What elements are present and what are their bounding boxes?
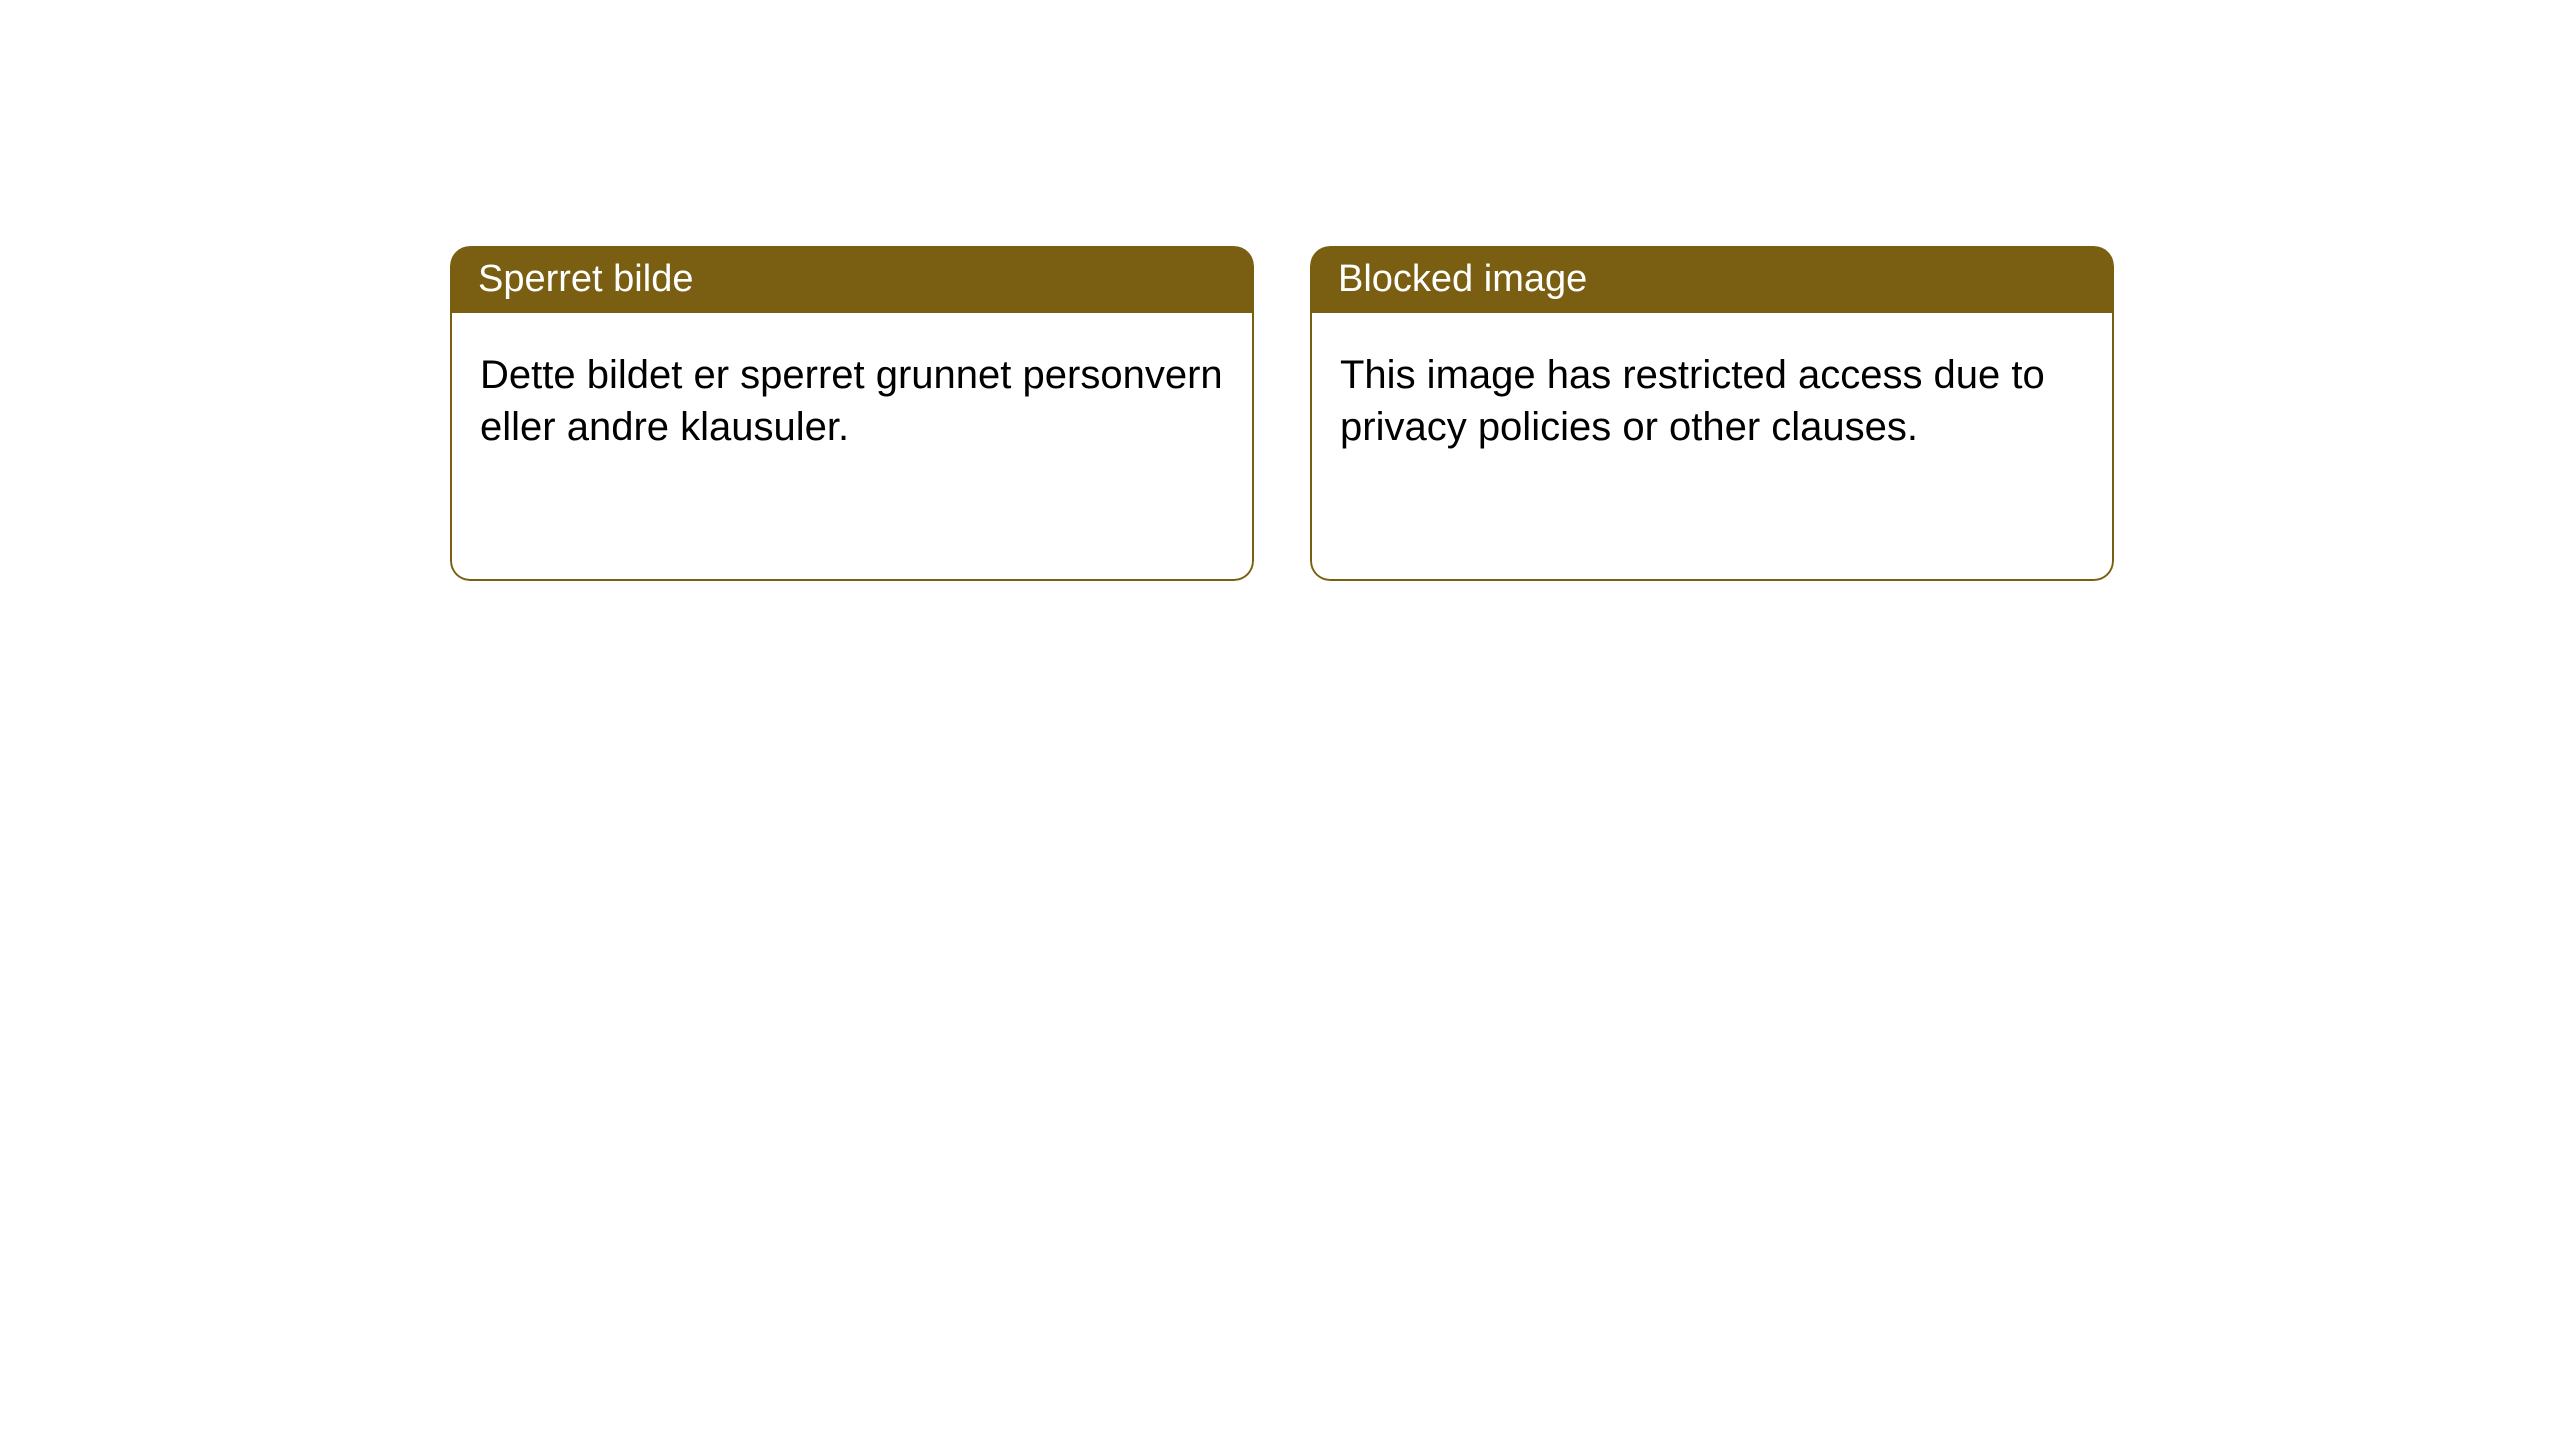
notice-container: Sperret bilde Dette bildet er sperret gr… xyxy=(450,246,2114,581)
card-header-text: Blocked image xyxy=(1338,258,1587,300)
card-body: This image has restricted access due to … xyxy=(1310,313,2114,581)
card-header: Blocked image xyxy=(1310,246,2114,313)
card-body-text: Dette bildet er sperret grunnet personve… xyxy=(480,353,1223,449)
notice-card-english: Blocked image This image has restricted … xyxy=(1310,246,2114,581)
notice-card-norwegian: Sperret bilde Dette bildet er sperret gr… xyxy=(450,246,1254,581)
card-body-text: This image has restricted access due to … xyxy=(1340,353,2045,449)
card-header-text: Sperret bilde xyxy=(478,258,693,300)
card-header: Sperret bilde xyxy=(450,246,1254,313)
card-body: Dette bildet er sperret grunnet personve… xyxy=(450,313,1254,581)
